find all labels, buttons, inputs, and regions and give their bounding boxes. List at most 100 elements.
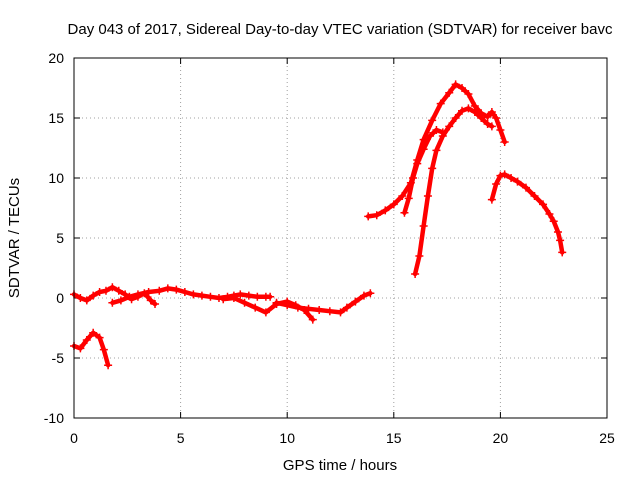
x-tick-label: 10 [279,430,295,446]
data-point [304,304,313,313]
x-tick-label: 25 [599,430,615,446]
data-point [419,145,428,154]
data-point [251,303,260,312]
series-track-8 [411,104,496,278]
data-point [308,315,317,324]
data-point [415,252,424,260]
data-point [513,177,522,186]
data-point [364,212,373,221]
data-point [114,286,123,295]
data-point [89,328,98,337]
data-point [283,301,292,310]
data-point [428,116,437,125]
data-point [359,291,368,300]
data-point [483,112,492,121]
series-track-6 [364,80,509,221]
data-point [464,90,473,98]
y-tick-label: 10 [48,170,64,186]
data-point [487,122,496,131]
data-point [487,108,496,116]
data-series [70,80,567,370]
data-point [470,108,479,116]
data-point [342,303,351,312]
data-point [133,290,142,299]
data-point [477,114,486,122]
data-point [76,344,85,353]
data-point [458,106,467,115]
y-tick-label: 5 [56,230,64,246]
data-point [436,99,445,108]
series-track-9 [487,170,567,257]
data-point [108,283,117,292]
data-point [400,208,409,217]
data-point [432,126,441,134]
data-point [500,170,509,179]
series-track-5 [70,328,113,370]
data-point [95,288,104,296]
data-point [151,300,160,308]
data-point [464,104,473,113]
x-tick-labels: 0 5 10 15 20 25 [70,430,615,446]
data-point [336,308,345,317]
data-point [558,248,567,257]
data-point [404,194,413,203]
data-point [445,88,454,97]
data-point [428,164,437,173]
data-point [438,132,447,140]
data-point [389,200,398,209]
data-point [483,120,492,128]
data-point [458,84,467,92]
data-point [426,132,435,140]
data-point [500,138,509,146]
data-point [95,333,104,342]
data-point [82,336,91,344]
data-point [104,361,113,370]
data-point [492,114,501,122]
data-point [163,284,172,293]
series-track-2 [108,284,275,307]
series-track-4 [272,289,375,317]
y-tick-label: 20 [48,50,64,66]
chart-title: Day 043 of 2017, Sidereal Day-to-day VTE… [68,21,613,38]
data-point [487,195,496,204]
data-point [99,345,108,354]
data-point [244,291,253,300]
y-tick-label: 15 [48,110,64,126]
data-point [351,297,360,306]
series-track-7 [400,126,447,217]
data-point [492,180,501,188]
data-point [240,298,249,307]
data-point [266,292,275,301]
data-point [219,295,228,304]
y-tick-label: -5 [52,350,65,366]
data-point [423,192,432,200]
data-point [496,171,505,180]
data-point [553,228,562,236]
data-point [530,192,539,200]
data-point [507,174,516,182]
data-point [108,298,117,307]
data-point [261,308,270,317]
y-tick-label: -10 [44,410,64,426]
y-tick-labels: -10 -5 0 5 10 15 20 [44,50,64,426]
data-point [146,296,155,305]
data-point [372,211,381,220]
data-point [229,294,238,302]
data-point [89,291,98,300]
data-point [125,292,134,301]
data-point [272,298,281,307]
data-point [180,288,189,296]
data-point [432,146,441,155]
x-tick-label: 0 [70,430,78,446]
data-point [366,289,375,298]
data-point [411,270,420,278]
data-point [521,183,530,192]
data-point [451,80,460,89]
data-point [445,122,454,131]
data-point [539,200,548,209]
data-point [189,290,198,299]
data-point [76,294,85,302]
x-axis-label: GPS time / hours [283,457,397,474]
